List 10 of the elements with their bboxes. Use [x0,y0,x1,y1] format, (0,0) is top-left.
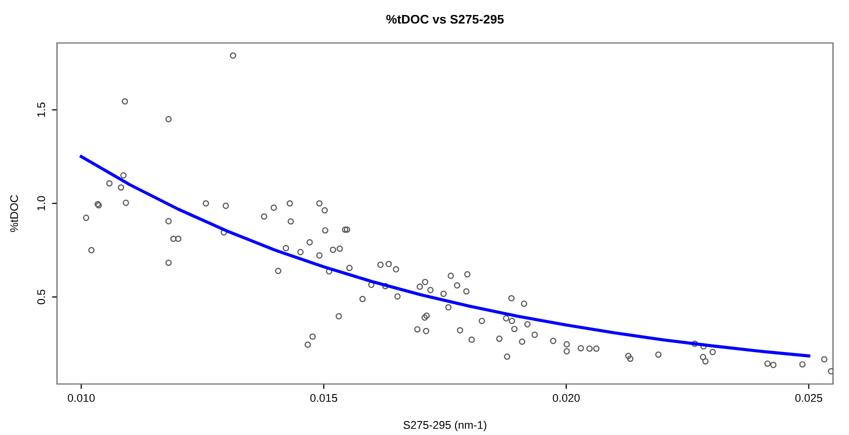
x-tick-label: 0.015 [310,394,338,402]
y-tick-label: 1.5 [37,102,46,117]
y-axis-title: %tDOC [10,195,18,232]
y-tick-label: 0.5 [37,290,46,304]
x-tick-label: 0.025 [795,394,822,402]
y-tick-label: 1.0 [37,196,46,210]
chart-title: %tDOC vs S275-295 [386,14,504,24]
x-tick-label: 0.010 [68,394,95,402]
x-tick-label: 0.020 [552,394,580,402]
x-axis-title: S275-295 (nm-1) [404,420,486,432]
